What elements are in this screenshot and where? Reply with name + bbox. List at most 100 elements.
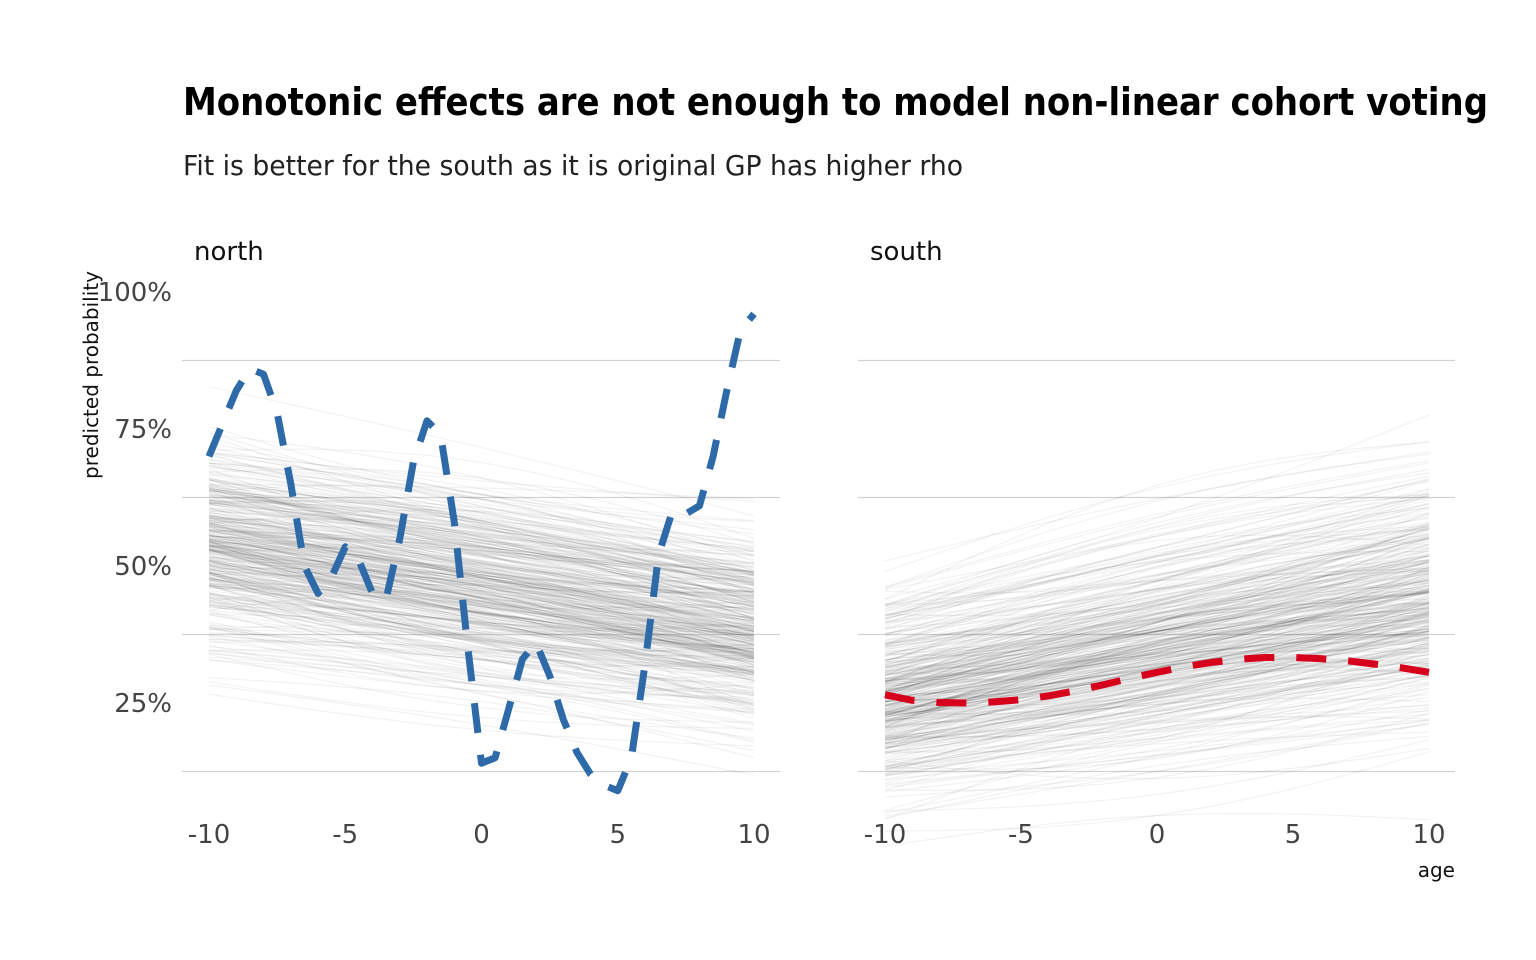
posterior-draw <box>208 590 755 650</box>
posterior-draw <box>884 601 1430 723</box>
posterior-draw <box>208 607 755 695</box>
posterior-draw <box>884 606 1430 694</box>
posterior-draw <box>884 609 1430 712</box>
posterior-draw <box>208 572 755 634</box>
posterior-draw <box>884 636 1430 690</box>
posterior-draw <box>208 557 755 641</box>
posterior-draw <box>884 558 1430 641</box>
posterior-draw <box>884 585 1430 702</box>
posterior-draw <box>884 587 1430 698</box>
posterior-draw <box>208 593 755 673</box>
posterior-draw <box>208 592 755 697</box>
posterior-draw <box>884 636 1430 749</box>
posterior-draw <box>208 465 755 586</box>
posterior-draw <box>884 495 1430 613</box>
posterior-draw <box>884 537 1430 658</box>
posterior-draw <box>884 634 1430 750</box>
true-curve-south <box>884 654 1430 707</box>
posterior-draw <box>208 605 755 671</box>
posterior-draw <box>884 611 1430 764</box>
posterior-draw <box>208 681 755 729</box>
posterior-draw <box>208 564 755 663</box>
posterior-draw <box>208 603 755 682</box>
posterior-draw <box>884 528 1430 617</box>
x-tick-labels-north: -10 -5 0 5 10 <box>188 820 771 850</box>
posterior-draw <box>884 570 1430 672</box>
posterior-draw <box>208 484 755 613</box>
posterior-draw <box>208 570 755 660</box>
posterior-draw <box>885 572 1430 675</box>
posterior-draw <box>208 634 755 689</box>
posterior-draw <box>884 614 1430 750</box>
posterior-draw <box>884 441 1430 600</box>
posterior-draw <box>884 509 1430 635</box>
posterior-draw <box>208 544 755 637</box>
posterior-draw <box>884 735 1430 819</box>
posterior-draw <box>884 624 1430 740</box>
y-tick-labels-north: 25% 50% 75% 100% <box>98 278 172 719</box>
posterior-draw <box>884 590 1430 697</box>
posterior-draw <box>884 617 1430 663</box>
posterior-draws-south <box>884 414 1430 847</box>
posterior-draw <box>884 493 1430 621</box>
posterior-draw <box>884 532 1430 666</box>
posterior-draw <box>884 440 1430 573</box>
posterior-draw <box>884 514 1430 657</box>
posterior-draw <box>884 633 1430 701</box>
posterior-draw <box>208 484 755 575</box>
posterior-draw <box>208 652 755 743</box>
posterior-draw <box>208 526 755 612</box>
posterior-draw <box>884 720 1430 776</box>
posterior-draw <box>884 673 1430 755</box>
posterior-draw <box>208 482 755 576</box>
posterior-draw <box>884 585 1430 736</box>
posterior-draw <box>208 579 755 657</box>
posterior-draw <box>208 591 755 704</box>
posterior-draw <box>208 567 755 631</box>
posterior-draw <box>884 559 1430 674</box>
posterior-draw <box>884 534 1430 702</box>
posterior-draw <box>884 521 1430 625</box>
posterior-draw <box>884 624 1430 715</box>
posterior-draw <box>208 548 755 650</box>
posterior-draw <box>884 594 1430 715</box>
y-tick-label: 75% <box>114 415 172 445</box>
posterior-draw <box>208 577 755 651</box>
posterior-draw <box>884 533 1430 661</box>
x-tick-label: 5 <box>609 820 626 850</box>
posterior-draw <box>884 625 1430 728</box>
posterior-draw <box>884 632 1430 728</box>
posterior-draw <box>208 477 755 598</box>
posterior-draw <box>208 578 755 704</box>
posterior-draw <box>208 556 755 654</box>
posterior-draw <box>884 621 1430 705</box>
posterior-draw <box>884 604 1430 716</box>
posterior-draw <box>208 572 755 694</box>
posterior-draw <box>208 538 755 597</box>
posterior-draw <box>884 555 1430 661</box>
posterior-draw <box>884 522 1430 692</box>
posterior-draw <box>884 680 1430 729</box>
posterior-draw <box>884 628 1430 703</box>
posterior-draw <box>884 658 1430 768</box>
posterior-draw <box>884 578 1430 688</box>
posterior-draw <box>208 649 755 709</box>
posterior-draw <box>884 642 1430 759</box>
posterior-draw <box>208 534 755 655</box>
posterior-draw <box>884 583 1430 645</box>
posterior-draw <box>884 579 1430 717</box>
posterior-draw <box>208 600 755 675</box>
posterior-draw <box>884 537 1430 638</box>
posterior-draw <box>884 647 1430 729</box>
posterior-draw <box>884 602 1430 701</box>
posterior-draw <box>884 573 1430 718</box>
posterior-draw <box>884 543 1430 674</box>
posterior-draw <box>208 486 755 597</box>
posterior-draw <box>208 548 755 652</box>
posterior-draw <box>884 607 1430 730</box>
posterior-draw <box>208 626 755 739</box>
posterior-draw <box>884 657 1430 724</box>
posterior-draw <box>884 573 1430 682</box>
posterior-draw <box>208 640 755 704</box>
posterior-draw <box>884 665 1430 716</box>
